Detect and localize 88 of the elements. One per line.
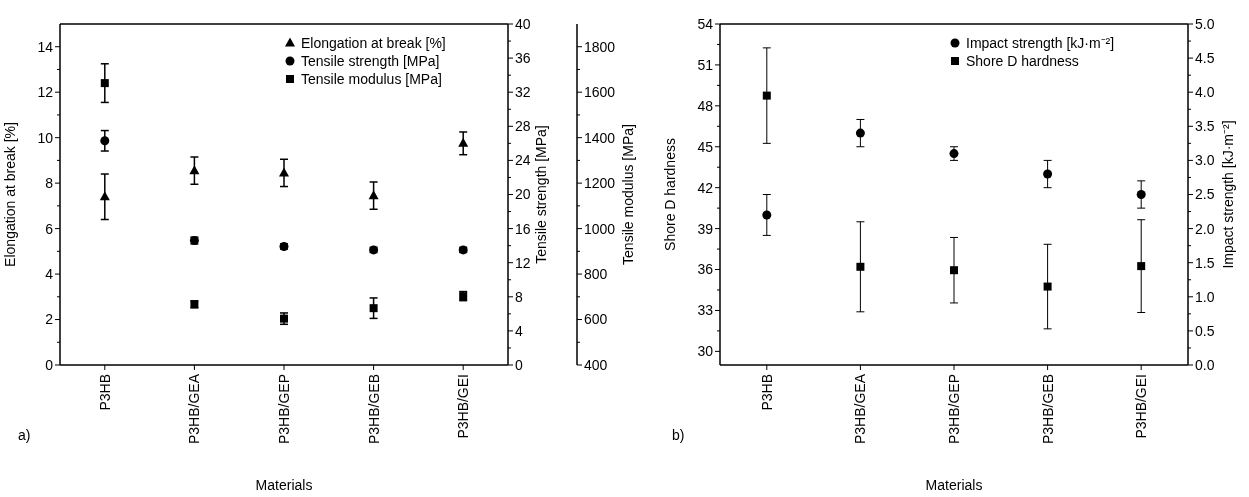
x-axis-title: Materials bbox=[925, 477, 983, 493]
y2-tick-label: 2.5 bbox=[1195, 186, 1215, 203]
y2-tick-label: 4.0 bbox=[1195, 84, 1215, 101]
y3-tick-label: 1600 bbox=[584, 84, 616, 101]
x-tick-label: P3HB/GEI bbox=[455, 374, 472, 439]
y-tick-label: 0 bbox=[45, 356, 54, 373]
legend-label: Shore D hardness bbox=[966, 52, 1079, 69]
legend-label: Tensile modulus [MPa] bbox=[301, 70, 442, 87]
y2-tick-label: 12 bbox=[515, 254, 531, 271]
x-tick-label: P3HB bbox=[758, 374, 775, 411]
y2-tick-label: 0.5 bbox=[1195, 322, 1215, 339]
y2-tick-label: 4.5 bbox=[1195, 50, 1215, 66]
point bbox=[1043, 282, 1052, 291]
y3-tick-label: 1800 bbox=[584, 38, 616, 55]
point bbox=[368, 190, 379, 200]
y-tick-label: 39 bbox=[697, 220, 714, 237]
legend-label: Impact strength [kJ·m⁻²] bbox=[966, 34, 1115, 51]
y3-tick-label: 600 bbox=[584, 311, 608, 328]
y2-tick-label: 0 bbox=[515, 356, 523, 373]
y-tick-label: 4 bbox=[45, 265, 54, 282]
x-tick-label: P3HB/GEB bbox=[1039, 374, 1056, 445]
text: b) bbox=[672, 427, 685, 443]
point bbox=[458, 137, 469, 147]
y-tick-label: 8 bbox=[45, 175, 54, 192]
y-tick-label: 54 bbox=[697, 15, 714, 32]
y2-axis-title: Tensile strength [MPa] bbox=[533, 125, 549, 264]
point bbox=[189, 165, 200, 175]
text: a) bbox=[18, 427, 31, 443]
y-tick-label: 33 bbox=[697, 302, 714, 319]
y-tick-label: 6 bbox=[45, 220, 54, 237]
y2-tick-label: 20 bbox=[515, 186, 531, 203]
y2-tick-label: 8 bbox=[515, 288, 523, 305]
point bbox=[100, 79, 109, 88]
y2-tick-label: 3.5 bbox=[1195, 118, 1215, 135]
legend-label: Tensile strength [MPa] bbox=[301, 52, 440, 69]
y3-tick-label: 1000 bbox=[584, 220, 616, 237]
y2-axis-title: Impact strength [kJ·m⁻²] bbox=[1220, 120, 1236, 269]
point bbox=[369, 304, 378, 313]
y-tick-label: 10 bbox=[37, 129, 54, 146]
x-tick-label: P3HB/GEI bbox=[1133, 374, 1150, 439]
y2-tick-label: 32 bbox=[515, 84, 531, 101]
point bbox=[1136, 190, 1146, 199]
y-tick-label: 48 bbox=[697, 97, 714, 114]
y-tick-label: 42 bbox=[697, 179, 714, 196]
y2-tick-label: 1.0 bbox=[1195, 288, 1215, 305]
x-tick-label: P3HB bbox=[96, 374, 113, 411]
y2-tick-label: 24 bbox=[515, 152, 531, 169]
y-tick-label: 14 bbox=[37, 38, 54, 55]
x-tick-label: P3HB/GEP bbox=[945, 374, 962, 445]
y-tick-label: 51 bbox=[697, 56, 714, 73]
y2-tick-label: 1.5 bbox=[1195, 254, 1215, 271]
y-tick-label: 12 bbox=[37, 84, 54, 101]
point bbox=[100, 136, 110, 146]
y2-tick-label: 0.0 bbox=[1195, 356, 1215, 373]
point bbox=[99, 191, 110, 201]
y-tick-label: 36 bbox=[697, 261, 714, 278]
y-tick-label: 45 bbox=[697, 138, 714, 155]
y2-tick-label: 4 bbox=[515, 322, 523, 339]
y2-tick-label: 2.0 bbox=[1195, 220, 1215, 237]
y-tick-label: 2 bbox=[45, 311, 54, 328]
y2-tick-label: 40 bbox=[515, 15, 531, 32]
point bbox=[1137, 262, 1146, 271]
y-axis-title: Elongation at break [%] bbox=[2, 122, 18, 267]
y2-tick-label: 5.0 bbox=[1195, 15, 1215, 32]
y2-tick-label: 3.0 bbox=[1195, 152, 1215, 169]
point bbox=[762, 91, 771, 100]
x-axis-title: Materials bbox=[255, 477, 313, 493]
y2-tick-label: 36 bbox=[515, 50, 531, 66]
y-tick-label: 30 bbox=[697, 343, 714, 360]
x-tick-label: P3HB/GEA bbox=[852, 373, 869, 445]
y3-tick-label: 1400 bbox=[584, 129, 616, 146]
legend-label: Elongation at break [%] bbox=[301, 34, 446, 51]
point bbox=[856, 262, 865, 271]
y3-tick-label: 400 bbox=[584, 356, 608, 373]
x-tick-label: P3HB/GEP bbox=[275, 374, 292, 445]
y2-tick-label: 28 bbox=[515, 118, 531, 135]
y2-tick-label: 16 bbox=[515, 220, 531, 237]
point bbox=[1043, 169, 1053, 179]
point bbox=[762, 210, 772, 220]
y3-tick-label: 1200 bbox=[584, 175, 616, 192]
y-axis-title: Shore D hardness bbox=[662, 138, 678, 251]
x-tick-label: P3HB/GEA bbox=[186, 373, 203, 445]
y3-tick-label: 800 bbox=[584, 265, 608, 282]
point bbox=[950, 266, 958, 275]
x-tick-label: P3HB/GEB bbox=[365, 374, 382, 445]
y3-axis-title: Tensile modulus [MPa] bbox=[620, 124, 636, 265]
point bbox=[279, 167, 289, 177]
point bbox=[855, 128, 865, 138]
